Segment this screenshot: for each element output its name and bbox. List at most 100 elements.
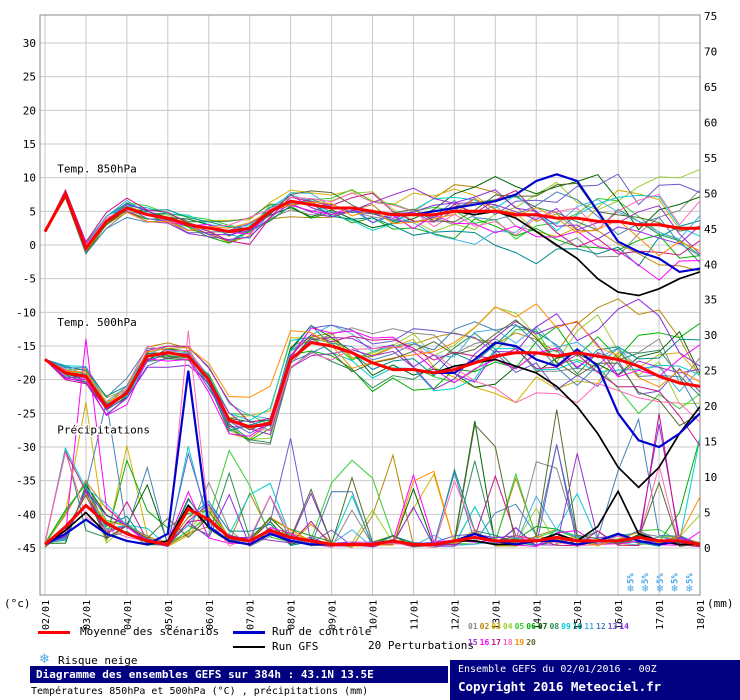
svg-text:09/01: 09/01 <box>328 600 339 630</box>
svg-text:-20: -20 <box>16 374 36 387</box>
snowflake-icon: ❄ <box>627 582 634 595</box>
svg-text:16/01: 16/01 <box>614 600 625 630</box>
snowflake-icon: ❄ <box>642 582 649 595</box>
gfs-line-swatch <box>233 646 265 648</box>
mean-line-label: Moyenne des scénarios <box>80 625 220 638</box>
member-17-850 <box>44 188 700 256</box>
svg-text:03/01: 03/01 <box>82 600 93 630</box>
member-number-05: 05 <box>514 622 525 631</box>
snow-risk-percent: 5% <box>656 573 666 584</box>
svg-text:15: 15 <box>704 436 717 449</box>
snowflake-icon: ❄ <box>39 652 50 667</box>
run-info: Ensemble GEFS du 02/01/2016 - 00Z <box>458 664 657 675</box>
svg-text:50: 50 <box>704 187 717 200</box>
member-number-02: 02 <box>479 622 490 631</box>
run-info-box: Ensemble GEFS du 02/01/2016 - 00Z Copyri… <box>450 660 740 700</box>
svg-text:10/01: 10/01 <box>369 600 380 630</box>
snowflake-icon: ❄ <box>686 582 693 595</box>
member-number-09: 09 <box>561 622 571 631</box>
svg-text:07/01: 07/01 <box>246 600 257 630</box>
member-number-07: 07 <box>537 622 548 631</box>
svg-text:10: 10 <box>704 471 717 484</box>
member-number-19: 19 <box>514 638 525 647</box>
svg-text:02/01: 02/01 <box>41 600 52 630</box>
svg-text:05/01: 05/01 <box>164 600 175 630</box>
right-axis-unit: (mm) <box>707 597 734 610</box>
ensemble-lines <box>43 168 700 548</box>
svg-text:-15: -15 <box>16 340 36 353</box>
member-11-500 <box>44 324 700 420</box>
svg-text:08/01: 08/01 <box>287 600 298 630</box>
control-line-swatch <box>233 631 265 634</box>
member-13-500 <box>44 324 700 434</box>
member-number-06: 06 <box>526 622 536 631</box>
svg-text:0: 0 <box>29 239 36 252</box>
member-numbers-row-2: 15 16 17 18 19 20 <box>468 638 538 647</box>
gfs-line-label: Run GFS <box>272 640 319 653</box>
member-number-14: 14 <box>619 622 629 631</box>
svg-text:06/01: 06/01 <box>205 600 216 630</box>
svg-text:-40: -40 <box>16 508 36 521</box>
control-line-label: Run de contrôle <box>272 625 372 638</box>
svg-text:25: 25 <box>23 71 36 84</box>
member-13-850 <box>44 173 700 253</box>
svg-text:15/01: 15/01 <box>573 600 584 630</box>
svg-text:40: 40 <box>704 258 717 271</box>
mean-line-swatch <box>38 631 70 634</box>
svg-text:-5: -5 <box>23 273 36 286</box>
panel-label: Précipitations <box>57 424 150 437</box>
svg-text:13/01: 13/01 <box>491 600 502 630</box>
svg-text:65: 65 <box>704 81 717 94</box>
temp-500-mean-line <box>44 341 700 429</box>
chart-title: Diagramme des ensembles GEFS sur 384h : … <box>36 668 374 681</box>
svg-text:70: 70 <box>704 45 717 58</box>
left-axis-unit: (°c) <box>4 597 31 610</box>
member-numbers-row-1: 01 02 03 04 05 06 07 08 09 10 11 12 13 14 <box>468 622 631 631</box>
member-17-500 <box>44 334 700 447</box>
member-number-08: 08 <box>549 622 560 631</box>
perturbations-label: 20 Perturbations <box>368 639 474 652</box>
svg-text:25: 25 <box>704 365 717 378</box>
copyright: Copyright 2016 Meteociel.fr <box>458 679 662 694</box>
y-axis-left-labels: 30 25 20 15 10 5 0 -5 -10 -15 -20 -25 -30 -35 -40 -45 <box>16 37 36 555</box>
svg-text:-35: -35 <box>16 475 36 488</box>
svg-text:20: 20 <box>23 104 36 117</box>
svg-text:5: 5 <box>29 205 36 218</box>
svg-text:20: 20 <box>704 400 717 413</box>
member-16-500 <box>44 327 700 437</box>
svg-text:-10: -10 <box>16 306 36 319</box>
member-number-03: 03 <box>491 622 501 631</box>
svg-text:12/01: 12/01 <box>450 600 461 630</box>
svg-text:15: 15 <box>23 138 36 151</box>
svg-text:10: 10 <box>23 172 36 185</box>
svg-text:-45: -45 <box>16 542 36 555</box>
svg-text:04/01: 04/01 <box>123 600 134 630</box>
member-number-15: 15 <box>468 638 478 647</box>
grid <box>40 15 701 595</box>
svg-text:-25: -25 <box>16 407 36 420</box>
member-number-01: 01 <box>468 622 478 631</box>
snow-risk-percent: 5% <box>626 573 636 584</box>
member-number-18: 18 <box>502 638 513 647</box>
plot-frame <box>39 14 701 596</box>
temp-850-mean-line <box>43 190 700 252</box>
precipitation-mean-line <box>44 503 700 547</box>
svg-text:17/01: 17/01 <box>655 600 666 630</box>
snow-risk-percent: 5% <box>685 573 695 584</box>
svg-text:0: 0 <box>704 542 711 555</box>
snow-risk-markers: ❄5%❄5%❄5%❄5%❄5% <box>626 573 695 595</box>
member-number-11: 11 <box>584 622 595 631</box>
snowflake-icon: ❄ <box>657 582 664 595</box>
svg-text:60: 60 <box>704 116 717 129</box>
member-number-17: 17 <box>491 638 501 647</box>
member-9-500 <box>44 336 700 421</box>
member-number-12: 12 <box>596 622 606 631</box>
svg-text:-30: -30 <box>16 441 36 454</box>
svg-text:75: 75 <box>704 10 717 23</box>
snow-risk-percent: 5% <box>641 573 651 584</box>
svg-text:5: 5 <box>704 507 711 520</box>
chart-title-bar: Diagramme des ensembles GEFS sur 384h : … <box>30 666 448 683</box>
member-number-04: 04 <box>502 622 513 631</box>
